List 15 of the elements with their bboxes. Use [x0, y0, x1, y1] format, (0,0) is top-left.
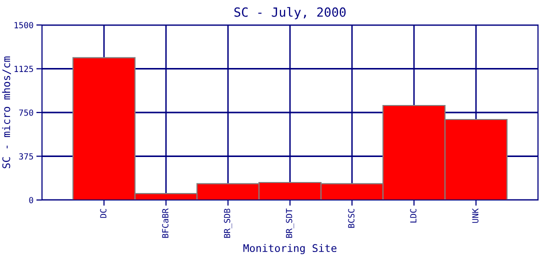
- x-tick-label: UNK: [472, 208, 478, 223]
- x-tick-label: BFCaBR: [162, 208, 168, 238]
- x-tick-label: DC: [100, 208, 106, 218]
- chart-title: SC - July, 2000: [234, 7, 346, 20]
- x-tick-label: BR_SDB: [224, 208, 232, 238]
- y-tick-label: 750: [19, 110, 34, 116]
- x-tick-label: BR_SDT: [286, 208, 294, 238]
- y-tick-label: 1500: [14, 22, 34, 28]
- y-tick-label: 375: [19, 153, 33, 160]
- y-tick-label: 0: [29, 197, 34, 204]
- x-tick-label: BCSC: [348, 208, 354, 228]
- x-tick-label: LDC: [410, 208, 416, 223]
- y-axis-title: SC - micro mhos/cm: [2, 56, 12, 168]
- x-axis-title: Monitoring Site: [243, 244, 336, 254]
- y-tick-label: 1125: [14, 66, 33, 72]
